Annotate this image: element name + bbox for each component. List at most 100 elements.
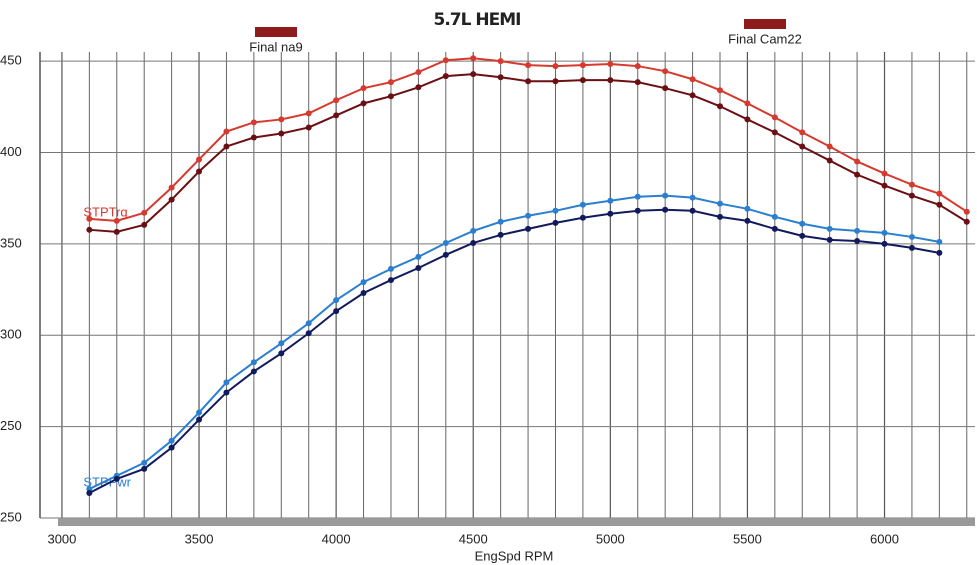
data-point (717, 103, 723, 110)
data-point (552, 207, 559, 214)
data-point (579, 214, 586, 221)
data-point (387, 277, 394, 284)
data-point (826, 236, 833, 243)
data-point (881, 170, 888, 177)
x-tick-label: 3500 (185, 531, 214, 546)
data-point (579, 77, 586, 84)
y-tick-label: 350 (0, 235, 22, 250)
data-point (442, 251, 449, 258)
data-point (826, 225, 833, 232)
data-point (854, 227, 861, 234)
data-point (196, 416, 203, 423)
legend-swatch (744, 19, 786, 29)
data-point (908, 244, 915, 251)
data-point (826, 143, 833, 150)
data-point (250, 134, 257, 141)
data-point (662, 85, 669, 92)
data-point (662, 68, 669, 75)
data-point (854, 237, 861, 244)
data-point (799, 129, 806, 136)
data-point (442, 57, 449, 64)
data-point (634, 207, 641, 214)
data-point (333, 97, 340, 104)
data-point (744, 116, 751, 123)
data-point (333, 308, 340, 315)
data-point (360, 85, 367, 92)
data-point (141, 221, 148, 228)
x-tick-label: 4500 (459, 531, 488, 546)
data-point (552, 78, 559, 85)
data-point (717, 213, 723, 220)
data-point (579, 201, 586, 208)
data-point (278, 350, 285, 357)
data-point (333, 112, 340, 119)
data-point (771, 114, 778, 121)
data-point (634, 79, 641, 86)
data-point (908, 233, 915, 240)
data-point (442, 239, 449, 246)
data-point (86, 489, 93, 496)
data-point (881, 229, 888, 236)
data-point (415, 265, 422, 272)
data-point (223, 389, 230, 396)
data-point (963, 208, 970, 215)
data-point (497, 58, 504, 65)
data-point (799, 220, 806, 227)
y-tick-label: 450 (0, 53, 22, 68)
data-point (854, 171, 861, 178)
data-point (552, 63, 559, 70)
y-tick-label: 300 (0, 327, 22, 342)
data-point (771, 213, 778, 220)
x-tick-label: 4000 (322, 531, 351, 546)
data-point (470, 55, 477, 62)
data-point (387, 79, 394, 86)
data-point (141, 465, 148, 472)
x-axis-title: EngSpd RPM (475, 548, 554, 563)
x-axis-bar (58, 518, 975, 526)
data-point (415, 253, 422, 260)
data-point (771, 225, 778, 232)
data-point (250, 368, 257, 375)
data-point (168, 437, 175, 444)
x-tick-label: 5000 (596, 531, 625, 546)
data-point (360, 100, 367, 107)
data-point (86, 226, 93, 233)
data-point (689, 76, 696, 83)
data-point (497, 218, 504, 225)
data-point (854, 158, 861, 165)
x-tick-label: 5500 (733, 531, 762, 546)
data-point (908, 181, 915, 188)
series-label: STPTrq (83, 204, 127, 219)
data-point (305, 320, 312, 327)
data-point (196, 156, 203, 163)
y-tick-label: 250 (0, 418, 22, 433)
data-point (470, 239, 477, 246)
data-point (826, 157, 833, 164)
y-tick-label: 250 (0, 509, 22, 524)
data-point (168, 196, 175, 203)
data-point (360, 290, 367, 297)
data-point (250, 119, 257, 126)
data-point (936, 249, 943, 256)
data-point (333, 297, 340, 304)
data-point (113, 228, 120, 235)
data-point (442, 73, 449, 80)
data-point (305, 330, 312, 337)
data-point (579, 62, 586, 69)
data-point (196, 409, 203, 416)
x-tick-label: 3000 (47, 531, 76, 546)
data-point (141, 209, 148, 216)
data-point (881, 240, 888, 247)
data-point (305, 124, 312, 131)
data-point (415, 84, 422, 91)
data-point (525, 212, 532, 219)
data-point (744, 205, 751, 212)
series-line (88, 208, 940, 494)
data-point (881, 182, 888, 189)
data-point (387, 265, 394, 272)
data-point (908, 192, 915, 199)
data-point (744, 217, 751, 224)
x-tick-label: 6000 (870, 531, 899, 546)
data-point (799, 143, 806, 150)
